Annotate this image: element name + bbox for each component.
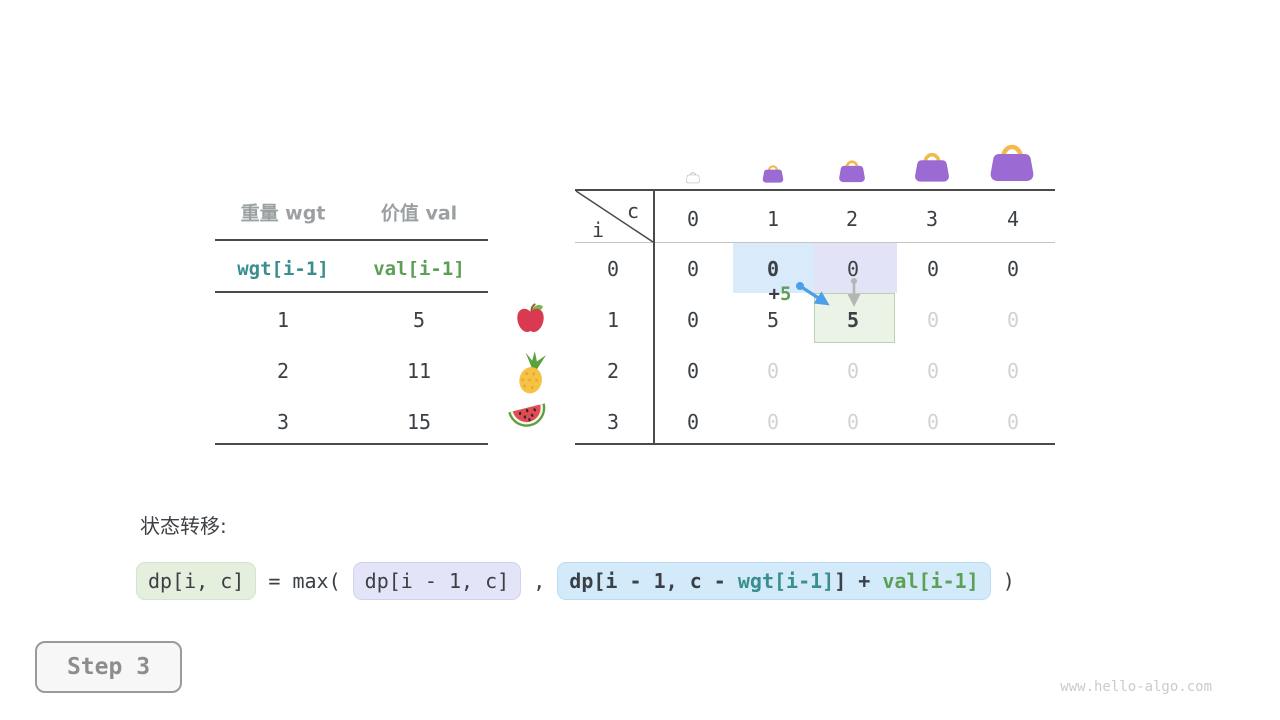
items-table-value-header: 价值 val <box>380 202 458 225</box>
item-value-cell: 11 <box>406 359 432 383</box>
handbag-icon-large <box>912 146 952 184</box>
pineapple-icon <box>519 351 546 394</box>
dp-table-header-rule <box>575 242 1055 243</box>
item-weight-cell: 3 <box>276 410 290 434</box>
formula-arg2-box: dp[i - 1, c - wgt[i-1]] + val[i-1] <box>557 562 991 600</box>
dp-cell-2-3: 0 <box>926 359 940 383</box>
dp-cell-3-1: 0 <box>766 410 780 434</box>
formula-arg2-wgt: wgt[i-1] <box>737 569 835 593</box>
items-table-top-rule <box>215 239 488 241</box>
add-value: 5 <box>780 283 792 305</box>
formula-close-paren: ) <box>990 569 1015 593</box>
dp-cell-3-3: 0 <box>926 410 940 434</box>
formula-lhs-box: dp[i, c] <box>136 562 257 600</box>
dp-col-header: 3 <box>925 207 939 231</box>
dp-row-header: 1 <box>606 308 620 332</box>
formula-arg1-box: dp[i - 1, c] <box>352 562 522 600</box>
items-table-val-index-label: val[i-1] <box>373 258 465 280</box>
dp-cell-3-0: 0 <box>686 410 700 434</box>
items-table-weight-header: 重量 wgt <box>240 202 326 225</box>
item-value-cell: 15 <box>406 410 432 434</box>
formula-arg2-mid: ] + <box>834 569 883 593</box>
dp-cell-3-2: 0 <box>846 410 860 434</box>
plus-sign: + <box>768 283 780 305</box>
highlight-cell-lavender <box>814 243 897 293</box>
item-weight-cell: 2 <box>276 359 290 383</box>
handbag-icon-small <box>761 161 785 184</box>
empty-bag-icon <box>685 169 701 184</box>
dp-cell-1-4: 0 <box>1006 308 1020 332</box>
dp-col-header: 1 <box>766 207 780 231</box>
dp-cell-3-4: 0 <box>1006 410 1020 434</box>
dp-cell-1-3: 0 <box>926 308 940 332</box>
dp-col-header: 4 <box>1006 207 1020 231</box>
corner-diagonal-line <box>575 190 654 243</box>
state-transition-formula: dp[i, c] = max( dp[i - 1, c] , dp[i - 1,… <box>136 561 1015 601</box>
dp-cell-2-4: 0 <box>1006 359 1020 383</box>
item-weight-cell: 1 <box>276 308 290 332</box>
item-value-cell: 5 <box>412 308 426 332</box>
dp-row-header: 0 <box>606 257 620 281</box>
state-transition-heading: 状态转移: <box>140 514 227 538</box>
watermark: www.hello-algo.com <box>1060 679 1212 695</box>
dp-cell-2-2: 0 <box>846 359 860 383</box>
dp-cell-2-0: 0 <box>686 359 700 383</box>
dp-col-header: 0 <box>686 207 700 231</box>
formula-arg2-val: val[i-1] <box>882 569 979 593</box>
items-table-mid-rule <box>215 291 488 293</box>
step-button[interactable]: Step 3 <box>35 641 182 693</box>
dp-cell-0-1: 0 <box>766 257 780 281</box>
watermelon-icon <box>508 403 546 427</box>
items-table-wgt-index-label: wgt[i-1] <box>237 258 329 280</box>
dp-cell-0-2: 0 <box>846 257 860 281</box>
formula-eq-max: = max( <box>256 569 353 593</box>
dp-cell-1-2: 5 <box>846 308 860 332</box>
dp-cell-2-1: 0 <box>766 359 780 383</box>
dp-corner-row-var: i <box>591 218 605 242</box>
handbag-icon-xlarge <box>987 136 1037 184</box>
formula-arg2-pre: dp[i - 1, c - <box>569 569 738 593</box>
dp-corner-col-var: c <box>626 199 640 223</box>
apple-icon <box>517 303 544 333</box>
dp-row-header: 2 <box>606 359 620 383</box>
dp-cell-1-1: 5 <box>766 308 780 332</box>
dp-row-header: 3 <box>606 410 620 434</box>
formula-comma: , <box>521 569 558 593</box>
dp-col-header: 2 <box>845 207 859 231</box>
handbag-icon-medium <box>837 155 867 184</box>
dp-cell-0-3: 0 <box>926 257 940 281</box>
transition-add-value-label: +5 <box>769 283 792 305</box>
dp-cell-0-0: 0 <box>686 257 700 281</box>
items-table-bottom-rule <box>215 443 488 445</box>
dp-table-vertical-rule <box>653 189 655 445</box>
dp-table-bottom-rule <box>575 443 1055 445</box>
dp-table-top-rule <box>575 189 1055 191</box>
dp-cell-1-0: 0 <box>686 308 700 332</box>
dp-cell-0-4: 0 <box>1006 257 1020 281</box>
